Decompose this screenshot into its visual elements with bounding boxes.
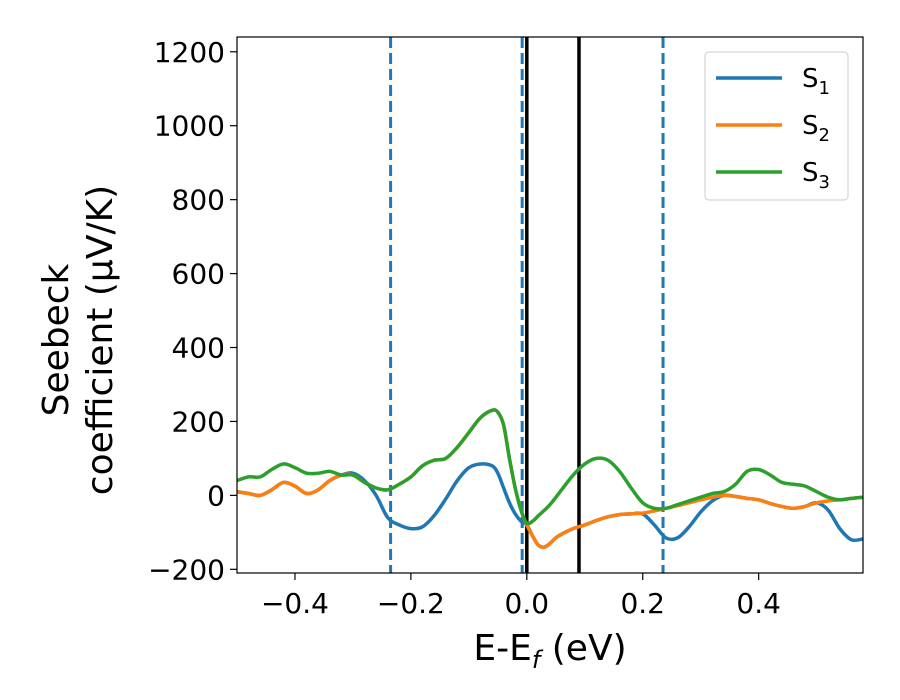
x-ticks: −0.4 −0.2 0.0 0.2 0.4	[261, 573, 781, 620]
x-tick-label: 0.0	[505, 587, 550, 620]
y-tick-label: 800	[172, 184, 225, 217]
y-tick-label: 400	[172, 332, 225, 365]
series-lines	[237, 408, 863, 549]
legend-label-s3: S3	[802, 158, 830, 193]
y-axis-label-line2: coefficient (μV/K)	[80, 185, 121, 495]
series-line-s3	[237, 408, 863, 526]
legend-label-s1: S1	[802, 64, 830, 99]
x-tick-label: −0.2	[377, 587, 445, 620]
legend: S1 S2 S3	[704, 51, 849, 201]
y-tick-label: 0	[207, 479, 225, 512]
y-axis-label: Seebeck coefficient (μV/K)	[36, 185, 121, 495]
y-tick-label: 200	[172, 405, 225, 438]
series-line-s2	[237, 408, 863, 549]
y-tick-label: 600	[172, 258, 225, 291]
vertical-lines	[389, 37, 665, 573]
x-axis-label: E-Ef (eV)	[473, 628, 626, 674]
plot-frame	[236, 36, 864, 574]
y-tick-label: −200	[148, 553, 225, 586]
legend-label-s2: S2	[802, 111, 830, 146]
y-axis-label-line1: Seebeck	[36, 263, 77, 416]
y-tick-label: 1200	[154, 36, 225, 69]
x-tick-label: 0.2	[620, 587, 665, 620]
x-tick-label: −0.4	[261, 587, 329, 620]
y-tick-label: 1000	[154, 110, 225, 143]
x-tick-label: 0.4	[736, 587, 781, 620]
y-ticks: −200 0 200 400 600 800 1000 1200	[148, 36, 237, 586]
